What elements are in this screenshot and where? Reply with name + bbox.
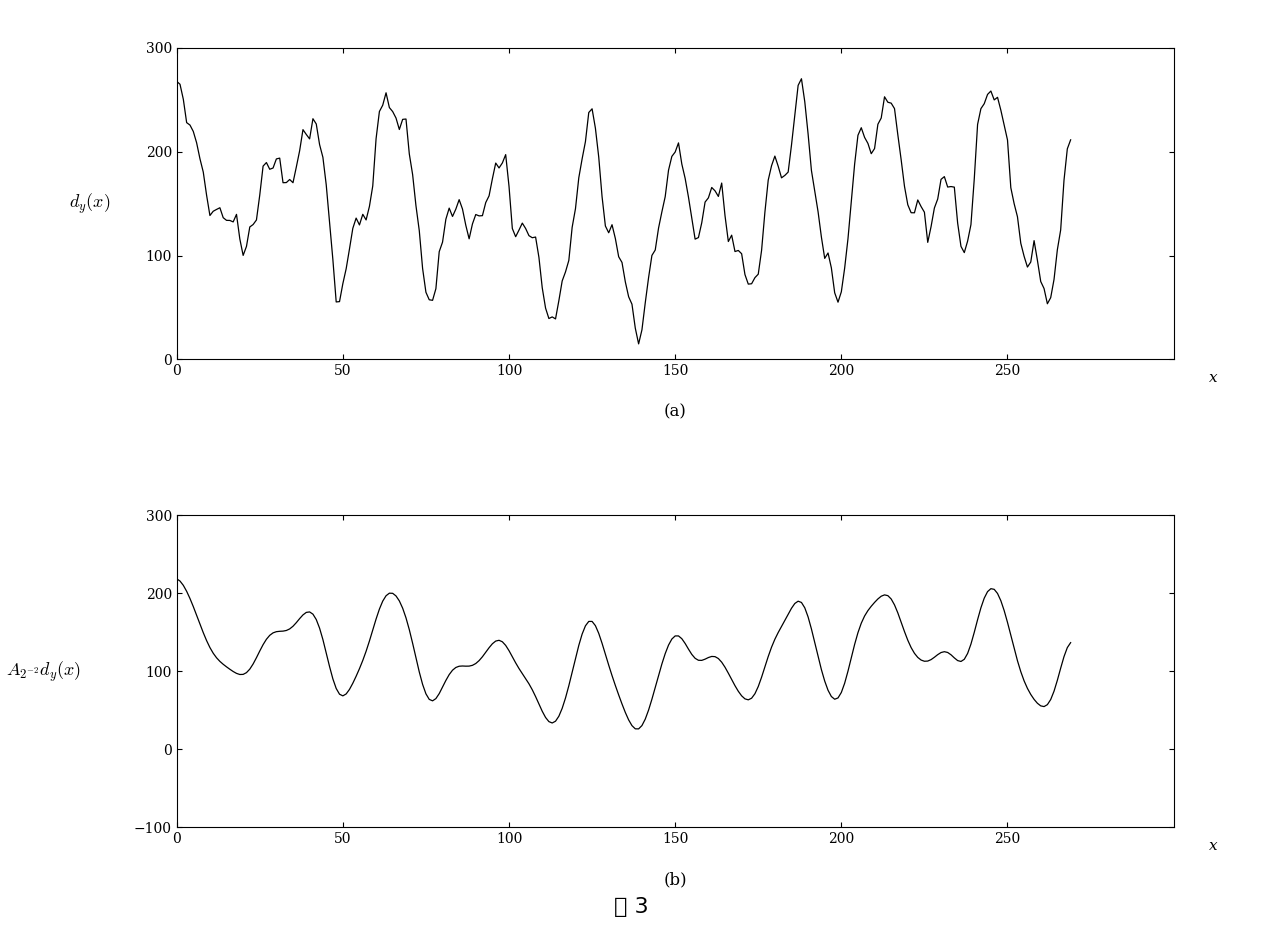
Text: x: x	[1209, 371, 1217, 385]
Y-axis label: $d_y(x)$: $d_y(x)$	[69, 191, 111, 216]
Text: x: x	[1209, 839, 1217, 853]
Text: (a): (a)	[664, 403, 687, 420]
Y-axis label: $A_{2^{-2}}d_y(x)$: $A_{2^{-2}}d_y(x)$	[6, 659, 81, 684]
Text: (b): (b)	[664, 871, 687, 888]
Text: 图 3: 图 3	[613, 897, 649, 917]
